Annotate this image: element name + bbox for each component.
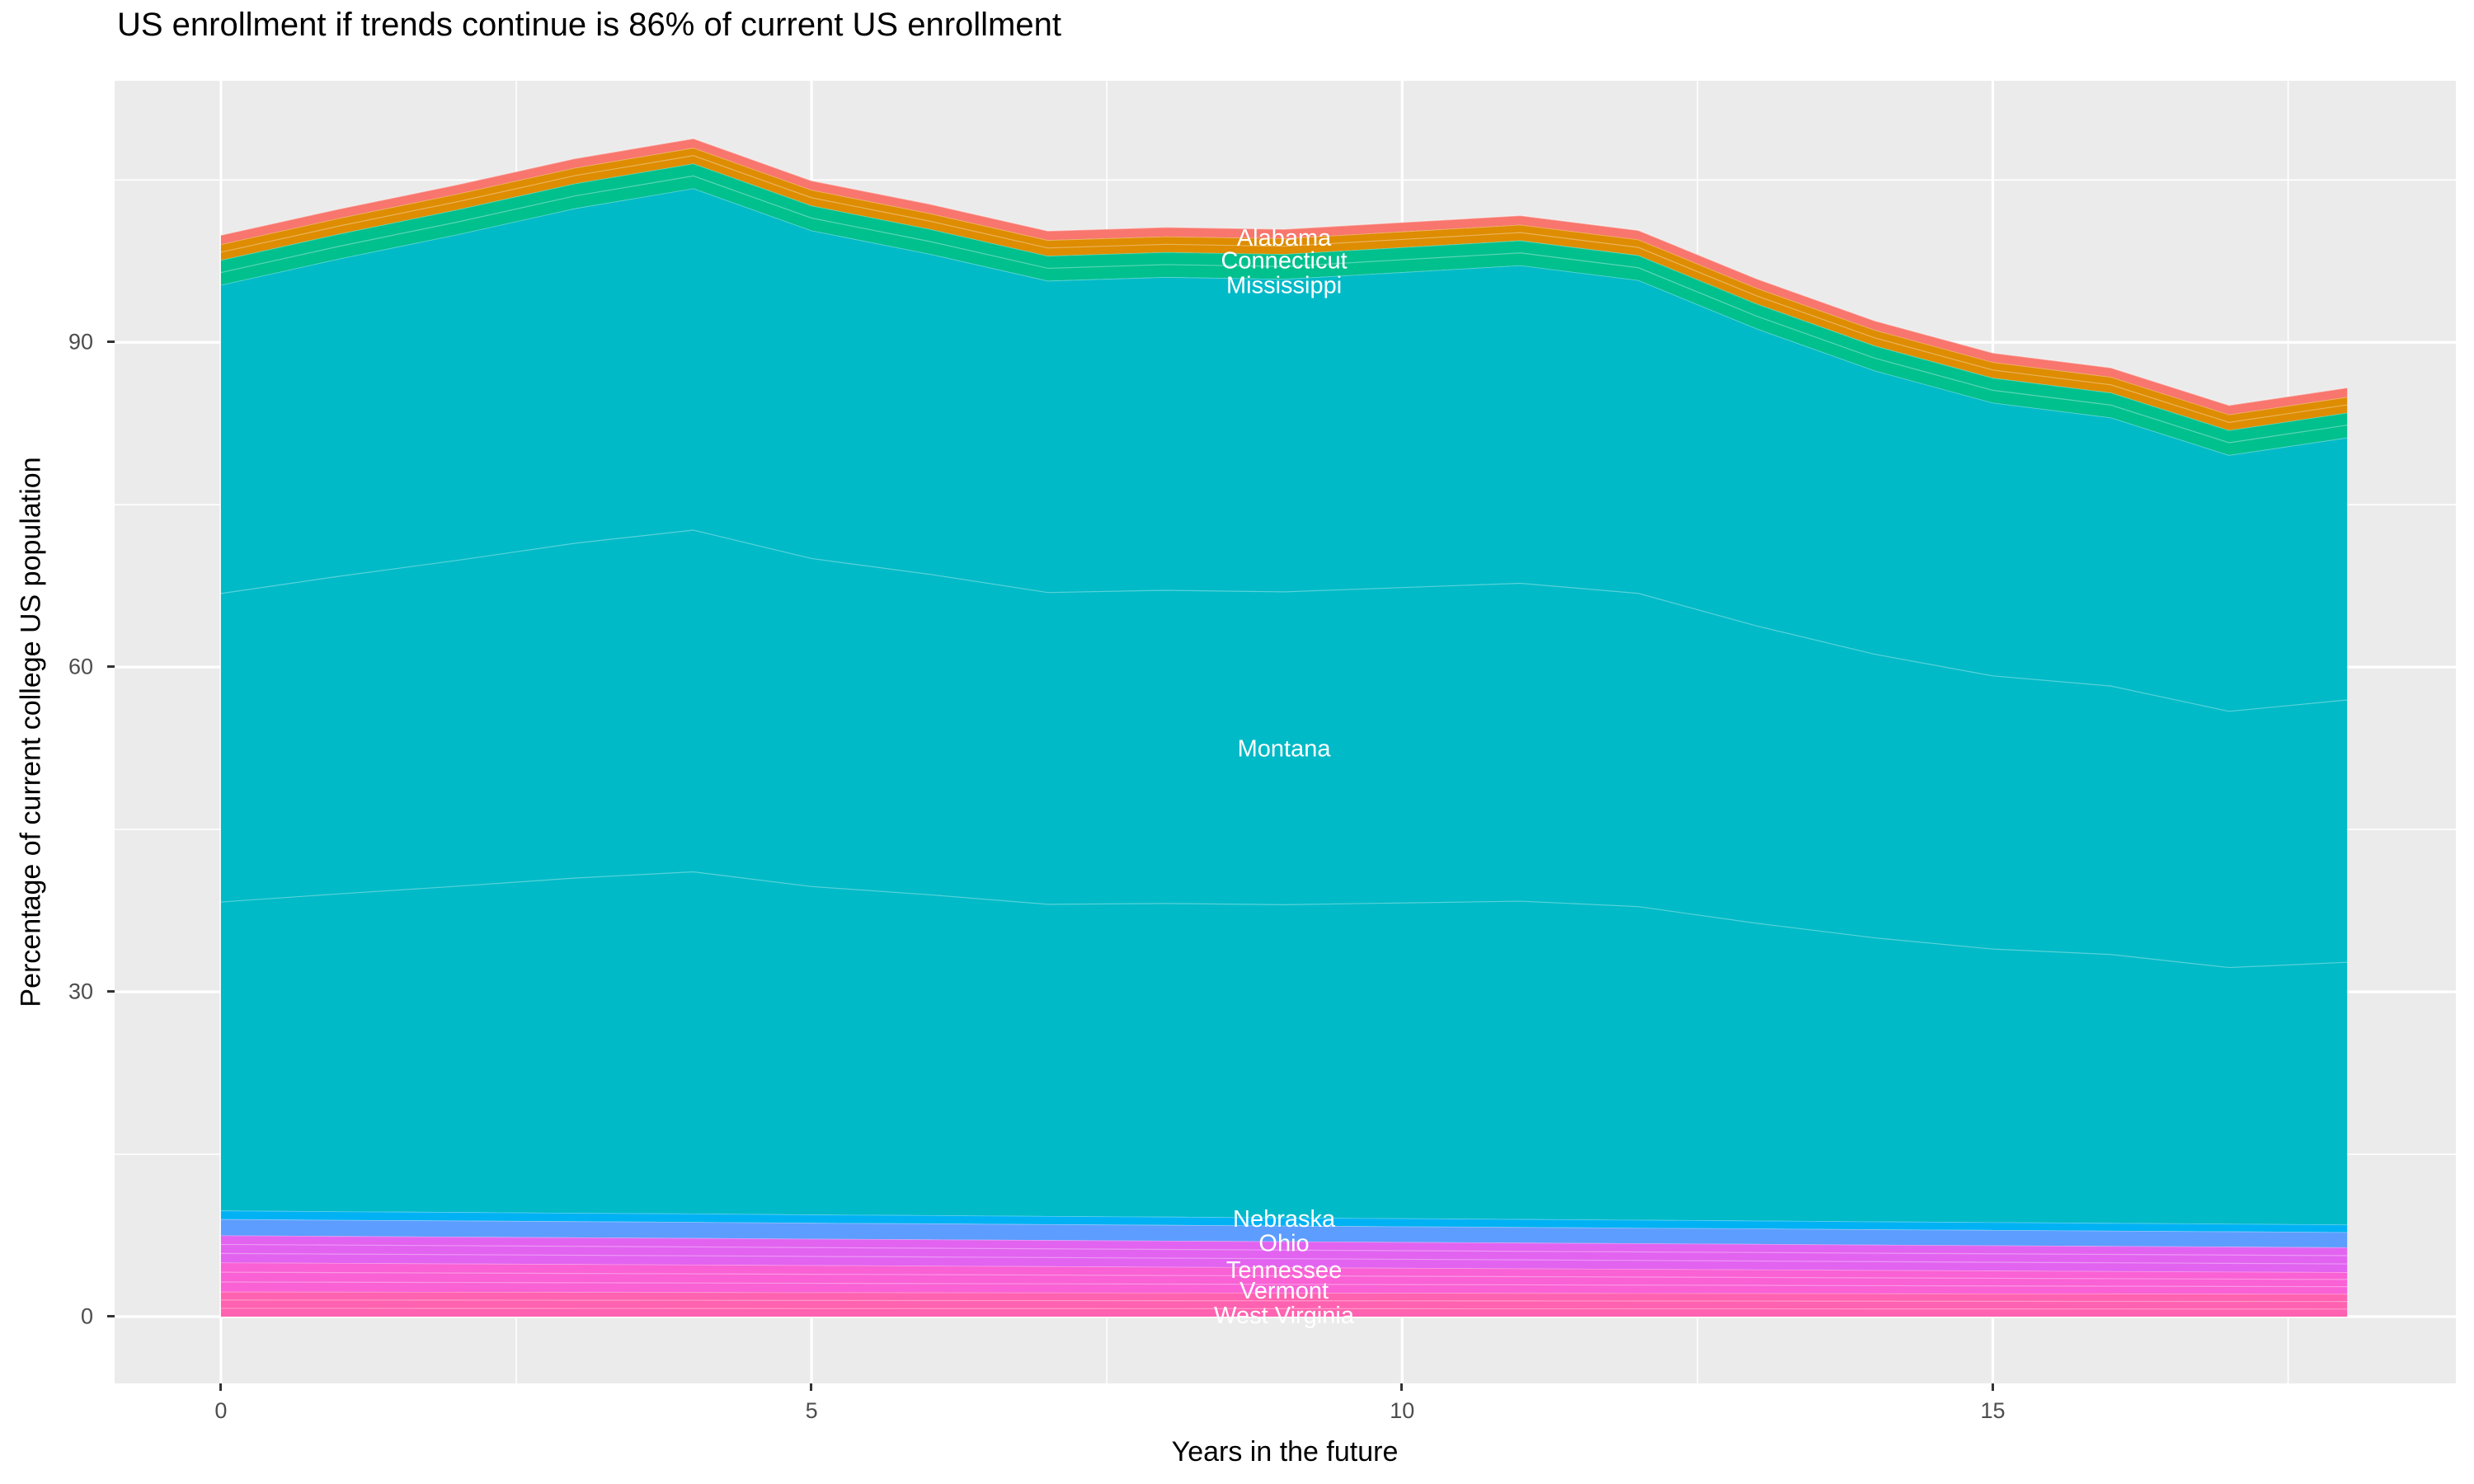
y-tick-mark — [107, 1314, 115, 1317]
state-label-vermont: Vermont — [1239, 1278, 1329, 1304]
state-label-nebraska: Nebraska — [1233, 1206, 1336, 1233]
x-tick-mark — [1400, 1383, 1404, 1391]
state-boundary-tennessee — [220, 1252, 2348, 1265]
x-tick-label: 0 — [214, 1398, 228, 1423]
state-label-tennessee: Tennessee — [1226, 1257, 1342, 1284]
x-tick-mark — [1991, 1383, 1994, 1391]
state-boundary-connecticut — [220, 155, 2348, 423]
x-tick-label: 15 — [1980, 1398, 2006, 1423]
state-area-montana — [220, 188, 2348, 1225]
x-tick-label: 10 — [1390, 1398, 1415, 1423]
x-tick-mark — [219, 1383, 222, 1391]
state-label-connecticut: Connecticut — [1221, 247, 1347, 274]
state-area-nebraska — [220, 1210, 2348, 1233]
x-axis-title: Years in the future — [1171, 1436, 1399, 1468]
state-boundary-tennessee — [220, 1243, 2348, 1256]
y-tick-mark — [107, 665, 115, 669]
y-tick-label: 30 — [68, 979, 93, 1004]
state-boundary-vermont — [220, 1281, 2348, 1288]
chart-title: US enrollment if trends continue is 86% … — [117, 7, 1061, 43]
state-label-ohio: Ohio — [1258, 1231, 1309, 1257]
x-tick-label: 5 — [805, 1398, 818, 1423]
state-area-ohio — [220, 1219, 2348, 1247]
y-tick-label: 60 — [68, 654, 93, 679]
state-area-vermont — [220, 1262, 2348, 1294]
y-tick-mark — [107, 990, 115, 993]
state-label-montana: Montana — [1238, 736, 1332, 763]
state-boundary-vermont — [220, 1271, 2348, 1280]
x-tick-mark — [810, 1383, 813, 1391]
state-label-alabama: Alabama — [1237, 225, 1332, 251]
plot-panel: Alabama Connecticut Mississippi Montana Nebr… — [115, 81, 2456, 1383]
state-boundary-west-virginia — [220, 1308, 2348, 1310]
state-area-tennessee — [220, 1235, 2348, 1273]
state-label-west-virginia: West Virginia — [1214, 1303, 1355, 1329]
state-label-mississippi: Mississippi — [1226, 273, 1342, 299]
state-boundary-west-virginia — [220, 1299, 2348, 1303]
state-boundary-montana — [220, 871, 2348, 969]
y-tick-mark — [107, 340, 115, 344]
y-tick-label: 0 — [80, 1303, 93, 1329]
y-axis-title: Percentage of current college US populat… — [15, 457, 47, 1007]
state-area-west-virginia — [220, 1291, 2348, 1317]
state-boundary-montana — [220, 529, 2348, 712]
state-boundary-mississippi — [220, 175, 2348, 444]
state-boundary-alabama — [220, 138, 2348, 406]
y-tick-label: 90 — [68, 329, 93, 355]
